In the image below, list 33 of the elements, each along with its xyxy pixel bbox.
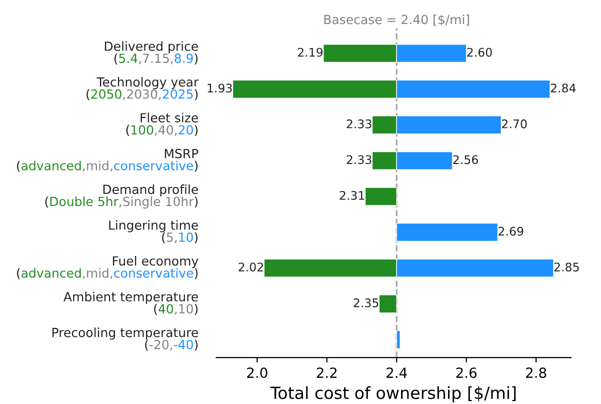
data-label: 2.35 (354, 298, 378, 308)
data-label: 2.31 (340, 190, 364, 200)
ref-line-label: Basecase = 2.40 [$/mi] (324, 14, 470, 26)
x-tick-label: 2.4 (386, 368, 407, 378)
category-label: MSRP (advanced,mid,conservative) (17, 148, 198, 172)
data-label: 2.70 (502, 119, 527, 128)
x-axis-title: Total cost of ownership [$/mi] (270, 386, 516, 402)
x-tick-label: 2.6 (456, 368, 477, 378)
data-label: 2.56 (453, 155, 478, 164)
bar (364, 187, 397, 206)
bar (396, 330, 400, 349)
bar (378, 294, 397, 314)
x-tick-label: 2.0 (247, 368, 268, 378)
data-label: 2.33 (346, 119, 372, 128)
data-label: 2.02 (238, 262, 263, 272)
data-label: 2.33 (346, 155, 372, 164)
data-label: 2.85 (554, 262, 579, 272)
data-label: 2.69 (498, 226, 524, 236)
y-tick-label: Technology year (2050,2030,2025) (86, 77, 199, 100)
bar (396, 222, 498, 242)
data-label: 2.60 (467, 48, 492, 57)
data-label: 1.93 (208, 84, 232, 93)
x-tick-label: 2.8 (526, 368, 546, 378)
category-label: Demand profile (Double 5hr,Single 10hr) (45, 184, 198, 209)
category-label: Fuel economy (advanced,mid,conservative) (17, 256, 198, 280)
x-tick-label: 2.2 (316, 368, 337, 378)
y-tick-label: Fleet size (100,40,20) (126, 112, 198, 136)
data-label: 2.84 (550, 84, 576, 93)
y-tick-label: Ambient temperature (40,10) (64, 292, 198, 316)
y-tick-label: Lingering time (5,10) (109, 220, 198, 244)
data-label: 2.19 (298, 48, 323, 57)
y-tick-label: Precooling temperature (-20,-40) (52, 328, 198, 351)
y-tick-label: Delivered price (5.4,7.15,8.9) (104, 41, 198, 64)
